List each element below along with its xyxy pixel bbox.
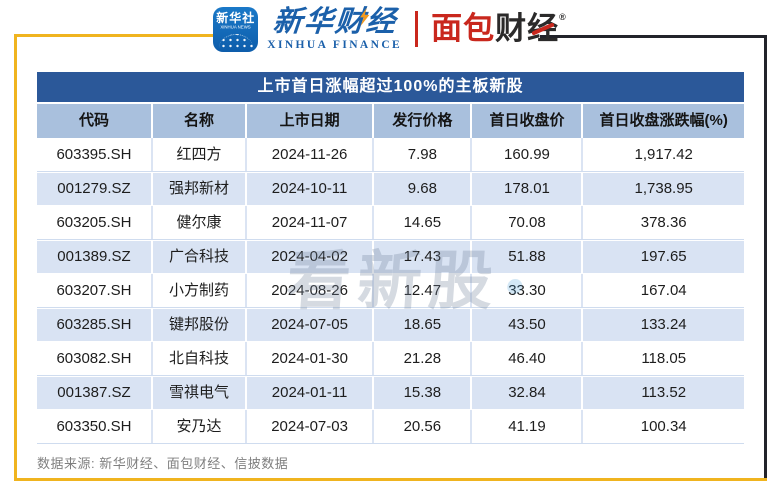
table-cell: 603350.SH bbox=[37, 410, 153, 443]
table-cell: 133.24 bbox=[640, 316, 687, 333]
table-row: 603285.SH 键邦股份 2024-07-05 18.65 43.50 133.24 bbox=[37, 308, 744, 342]
frame-right-dark-line bbox=[764, 35, 767, 481]
frame-left-gold-line bbox=[14, 34, 17, 481]
frame-bottom-gold-line bbox=[14, 478, 767, 481]
table-cell: 41.19 bbox=[472, 410, 584, 443]
table-cell: 17.43 bbox=[374, 241, 473, 273]
table-cell: 100.34 bbox=[640, 418, 687, 435]
table-cell: 33.30 bbox=[472, 274, 584, 307]
data-source-note: 数据来源: 新华财经、面包财经、信披数据 bbox=[37, 456, 289, 471]
xinhua-finance-cn-text: 新华财经 bbox=[271, 6, 399, 38]
table-cell: 603207.SH bbox=[37, 274, 153, 307]
table-cell: 001389.SZ bbox=[37, 241, 153, 273]
table-cell: 健尔康 bbox=[153, 206, 247, 239]
table-cell: 2024-04-02 bbox=[247, 241, 375, 273]
table-header-row: 代码 名称 上市日期 发行价格 首日收盘价 首日收盘涨跌幅(%) bbox=[37, 104, 744, 138]
table-cell: 51.88 bbox=[472, 241, 584, 273]
column-header: 代码 bbox=[37, 104, 153, 138]
table-cell: 603395.SH bbox=[37, 138, 153, 171]
table-cell: 14.65 bbox=[374, 206, 473, 239]
table-cell: 70.08 bbox=[472, 206, 584, 239]
mianbao-red-text: 面包 bbox=[431, 11, 496, 46]
table-cell: 2024-10-11 bbox=[247, 173, 375, 205]
mianbao-dark-text: 财经 bbox=[495, 11, 560, 46]
table-cell: 167.04 bbox=[640, 282, 687, 299]
table-cell: 118.05 bbox=[641, 350, 687, 367]
table-body: 603395.SH 红四方 2024-11-26 7.98 160.99 1,917.42… bbox=[37, 138, 744, 444]
column-header: 首日收盘价 bbox=[472, 104, 584, 138]
table-cell: 2024-08-26 bbox=[247, 274, 375, 307]
table-cell: 001387.SZ bbox=[37, 377, 153, 409]
table-cell: 7.98 bbox=[374, 138, 473, 171]
table-cell: 43.50 bbox=[472, 309, 584, 341]
table-cell: 雪祺电气 bbox=[153, 377, 247, 409]
table-cell: 2024-01-30 bbox=[247, 342, 375, 375]
column-header: 发行价格 bbox=[374, 104, 473, 138]
registered-mark-icon: ® bbox=[559, 12, 567, 22]
table-cell: 603082.SH bbox=[37, 342, 153, 375]
table-cell: 键邦股份 bbox=[153, 309, 247, 341]
table-cell: 2024-11-26 bbox=[247, 138, 375, 171]
table-cell: 1,738.95 bbox=[634, 180, 693, 197]
stocks-table: 上市首日涨幅超过100%的主板新股 代码 名称 上市日期 发行价格 首日收盘价 首日收盘涨… bbox=[37, 72, 744, 444]
column-header: 名称 bbox=[153, 104, 247, 138]
table-cell: 2024-07-03 bbox=[247, 410, 375, 443]
table-cell: 178.01 bbox=[472, 173, 584, 205]
column-header: 首日收盘涨跌幅(%) bbox=[599, 112, 728, 129]
table-cell: 20.56 bbox=[374, 410, 473, 443]
table-cell: 2024-01-11 bbox=[247, 377, 375, 409]
network-dots-graphic bbox=[218, 33, 253, 48]
table-row: 603207.SH 小方制药 2024-08-26 12.47 33.30 167.04 bbox=[37, 274, 744, 308]
table-cell: 378.36 bbox=[640, 214, 687, 231]
table-row: 603350.SH 安乃达 2024-07-03 20.56 41.19 100.34 bbox=[37, 410, 744, 444]
table-cell: 9.68 bbox=[374, 173, 473, 205]
table-cell: 小方制药 bbox=[153, 274, 247, 307]
table-cell: 1,917.42 bbox=[634, 146, 693, 163]
column-header: 上市日期 bbox=[247, 104, 375, 138]
table-cell: 21.28 bbox=[374, 342, 473, 375]
table-row: 001389.SZ 广合科技 2024-04-02 17.43 51.88 197.65 bbox=[37, 240, 744, 274]
table-cell: 12.47 bbox=[374, 274, 473, 307]
table-cell: 113.52 bbox=[641, 384, 687, 401]
table-row: 603082.SH 北自科技 2024-01-30 21.28 46.40 118.05 bbox=[37, 342, 744, 376]
table-cell: 18.65 bbox=[374, 309, 473, 341]
table-cell: 广合科技 bbox=[153, 241, 247, 273]
frame-top-gold-line bbox=[14, 34, 240, 37]
xinhua-finance-logo: 新华财经 XINHUA FINANCE bbox=[267, 6, 403, 51]
table-cell: 197.65 bbox=[640, 248, 687, 265]
table-cell: 红四方 bbox=[153, 138, 247, 171]
table-cell: 603205.SH bbox=[37, 206, 153, 239]
xinhua-news-icon-en-label: XINHUA NEWS bbox=[220, 25, 251, 30]
table-cell: 001279.SZ bbox=[37, 173, 153, 205]
table-cell: 32.84 bbox=[472, 377, 584, 409]
table-row: 001387.SZ 雪祺电气 2024-01-11 15.38 32.84 113.52 bbox=[37, 376, 744, 410]
table-row: 001279.SZ 强邦新材 2024-10-11 9.68 178.01 1,738.9… bbox=[37, 172, 744, 206]
table-title: 上市首日涨幅超过100%的主板新股 bbox=[37, 72, 744, 102]
table-cell: 强邦新材 bbox=[153, 173, 247, 205]
xinhua-news-logo-icon: 新华社 XINHUA NEWS bbox=[213, 6, 259, 52]
table-cell: 2024-07-05 bbox=[247, 309, 375, 341]
frame-top-dark-line bbox=[540, 35, 767, 38]
mianbao-finance-wordmark: 面包财经® bbox=[431, 12, 567, 46]
table-cell: 北自科技 bbox=[153, 342, 247, 375]
brand-header: 新华社 XINHUA NEWS 新华财经 XINHUA FINANCE 面包财经… bbox=[0, 0, 780, 58]
table-cell: 2024-11-07 bbox=[247, 206, 375, 239]
brand-divider bbox=[415, 11, 419, 47]
table-row: 603395.SH 红四方 2024-11-26 7.98 160.99 1,917.42 bbox=[37, 138, 744, 172]
xinhua-news-icon-cn-label: 新华社 bbox=[216, 10, 256, 25]
xinhua-finance-en-wordmark: XINHUA FINANCE bbox=[267, 39, 403, 51]
table-cell: 603285.SH bbox=[37, 309, 153, 341]
table-cell: 15.38 bbox=[374, 377, 473, 409]
table-cell: 46.40 bbox=[472, 342, 584, 375]
table-row: 603205.SH 健尔康 2024-11-07 14.65 70.08 378.36 bbox=[37, 206, 744, 240]
table-cell: 160.99 bbox=[472, 138, 584, 171]
xinhua-finance-cn-wordmark: 新华财经 bbox=[271, 6, 399, 38]
table-cell: 安乃达 bbox=[153, 410, 247, 443]
